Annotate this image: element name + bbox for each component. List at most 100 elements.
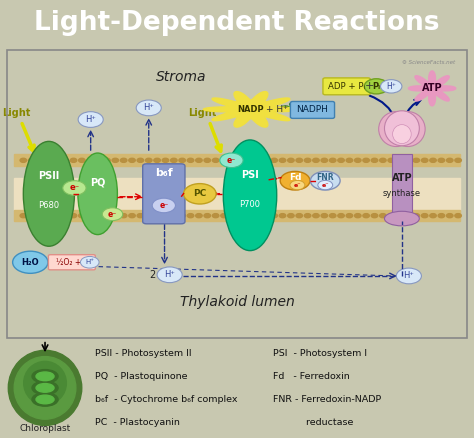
Circle shape	[280, 171, 310, 190]
Circle shape	[37, 158, 43, 162]
Circle shape	[363, 158, 369, 162]
Ellipse shape	[36, 395, 54, 404]
Circle shape	[45, 214, 52, 218]
Circle shape	[78, 112, 103, 127]
Text: Pᵢ: Pᵢ	[373, 82, 380, 91]
Circle shape	[396, 214, 403, 218]
Circle shape	[381, 80, 402, 93]
Polygon shape	[409, 71, 456, 106]
Circle shape	[288, 158, 294, 162]
FancyBboxPatch shape	[323, 78, 370, 95]
Circle shape	[45, 158, 52, 162]
Circle shape	[62, 158, 68, 162]
Circle shape	[338, 214, 344, 218]
Circle shape	[455, 158, 461, 162]
Text: reductase: reductase	[273, 418, 353, 427]
Circle shape	[196, 214, 202, 218]
Text: Fd   - Ferredoxin: Fd - Ferredoxin	[273, 372, 349, 381]
Circle shape	[388, 214, 394, 218]
Circle shape	[137, 158, 144, 162]
Circle shape	[313, 214, 319, 218]
Circle shape	[87, 158, 93, 162]
Text: ADP + Pᵢ: ADP + Pᵢ	[328, 82, 365, 91]
Circle shape	[438, 158, 445, 162]
Circle shape	[63, 181, 86, 195]
Circle shape	[447, 158, 453, 162]
Bar	[14, 155, 460, 166]
Circle shape	[246, 214, 252, 218]
Ellipse shape	[9, 350, 82, 425]
Circle shape	[318, 180, 333, 190]
Ellipse shape	[392, 125, 411, 144]
Text: NADPH: NADPH	[297, 106, 328, 114]
Text: PQ: PQ	[90, 177, 105, 187]
Circle shape	[371, 158, 378, 162]
Text: PQ  - Plastoquinone: PQ - Plastoquinone	[95, 372, 187, 381]
Circle shape	[296, 214, 302, 218]
Text: H⁺: H⁺	[386, 82, 396, 91]
Text: ATP: ATP	[392, 173, 412, 183]
Text: e⁻: e⁻	[108, 210, 117, 219]
Circle shape	[421, 158, 428, 162]
Ellipse shape	[32, 393, 58, 406]
Text: ½O₂ + 2: ½O₂ + 2	[56, 258, 88, 267]
Circle shape	[104, 158, 110, 162]
Circle shape	[196, 158, 202, 162]
Circle shape	[447, 214, 453, 218]
Circle shape	[388, 158, 394, 162]
Ellipse shape	[78, 153, 118, 235]
Text: Light: Light	[2, 108, 30, 118]
Text: Thylakoid lumen: Thylakoid lumen	[180, 295, 294, 309]
Circle shape	[79, 214, 85, 218]
Ellipse shape	[36, 384, 54, 392]
Circle shape	[81, 256, 99, 268]
Circle shape	[129, 158, 135, 162]
Text: P680: P680	[38, 201, 59, 210]
Circle shape	[171, 214, 177, 218]
Text: P700: P700	[239, 200, 261, 208]
Text: PC  - Plastocyanin: PC - Plastocyanin	[95, 418, 180, 427]
Circle shape	[28, 158, 35, 162]
Circle shape	[220, 153, 243, 168]
Circle shape	[313, 158, 319, 162]
Circle shape	[179, 158, 185, 162]
Circle shape	[380, 158, 386, 162]
Circle shape	[263, 214, 269, 218]
Circle shape	[154, 214, 160, 218]
Circle shape	[229, 214, 236, 218]
Text: H⁺: H⁺	[164, 270, 175, 279]
Circle shape	[254, 158, 261, 162]
Circle shape	[54, 158, 60, 162]
Circle shape	[183, 184, 216, 204]
Bar	[392, 155, 412, 224]
Circle shape	[254, 214, 261, 218]
Ellipse shape	[384, 211, 419, 226]
Text: Fd: Fd	[289, 173, 301, 182]
Ellipse shape	[223, 140, 277, 251]
Text: e⁻: e⁻	[293, 183, 301, 187]
FancyBboxPatch shape	[291, 102, 335, 118]
Circle shape	[290, 180, 305, 190]
Circle shape	[221, 214, 227, 218]
Circle shape	[87, 214, 93, 218]
Text: Light: Light	[188, 108, 216, 118]
Circle shape	[296, 158, 302, 162]
Circle shape	[438, 214, 445, 218]
Text: Light-Dependent Reactions: Light-Dependent Reactions	[34, 10, 440, 36]
Circle shape	[221, 158, 227, 162]
Circle shape	[20, 158, 27, 162]
Text: NADP: NADP	[237, 105, 264, 114]
Circle shape	[321, 158, 328, 162]
Circle shape	[396, 268, 421, 284]
Circle shape	[129, 214, 135, 218]
Circle shape	[62, 214, 68, 218]
Circle shape	[95, 158, 102, 162]
Circle shape	[162, 214, 169, 218]
Circle shape	[120, 214, 127, 218]
Circle shape	[338, 158, 344, 162]
Text: H⁺: H⁺	[143, 103, 154, 113]
Text: Stroma: Stroma	[156, 71, 207, 84]
Circle shape	[171, 158, 177, 162]
Text: PSI: PSI	[241, 170, 259, 180]
Text: e⁻: e⁻	[321, 183, 329, 187]
